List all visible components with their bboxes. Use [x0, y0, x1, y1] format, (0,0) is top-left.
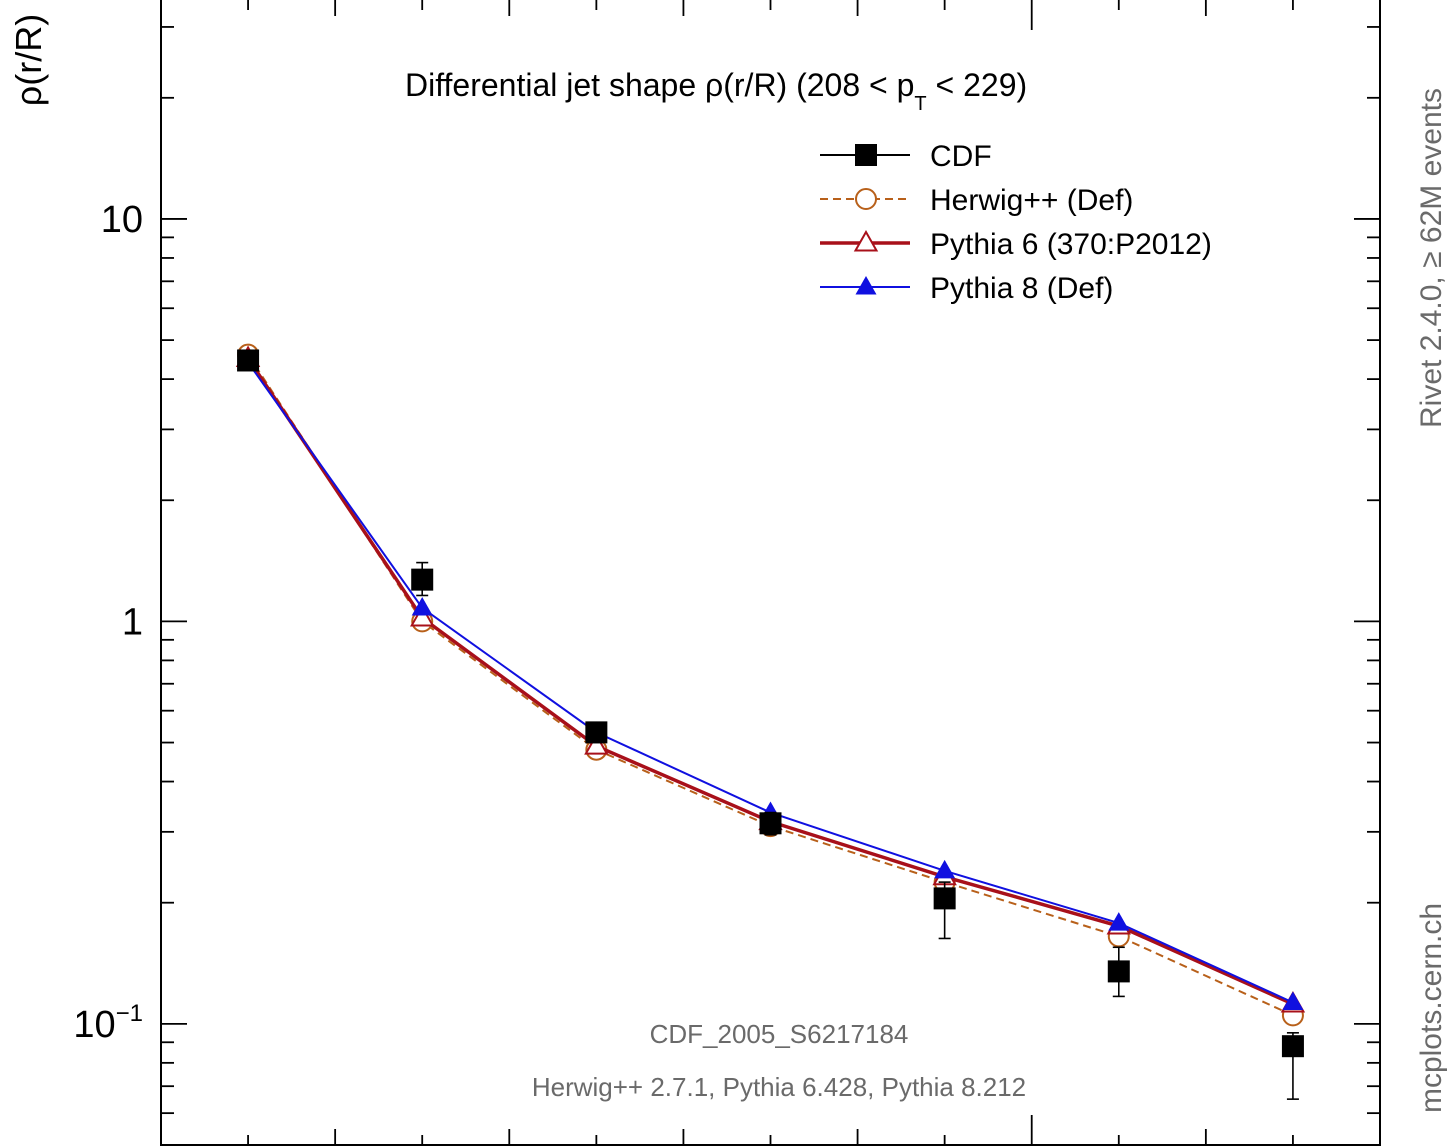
y-tick-label-mantissa: 10: [73, 1004, 115, 1046]
series-line: [247, 354, 1294, 1017]
y-tick-label: 10: [101, 199, 143, 241]
series-0: [237, 349, 1304, 1100]
series-line: [246, 357, 1294, 1006]
y-tick-label: 10−1: [73, 1000, 143, 1046]
chart-title-main: Differential jet shape ρ(r/R) (208 < p: [405, 67, 914, 103]
generator-versions-label: Herwig++ 2.7.1, Pythia 6.428, Pythia 8.2…: [532, 1072, 1026, 1102]
data-point: [934, 859, 956, 879]
chart-title-tail: < 229): [927, 67, 1028, 103]
legend-marker: [855, 188, 877, 210]
legend-item-2: Pythia 6 (370:P2012): [820, 228, 1212, 261]
data-point: [411, 596, 433, 616]
plot-border: [160, 0, 1381, 1146]
analysis-id-label: CDF_2005_S6217184: [650, 1019, 909, 1049]
legend-label: CDF: [930, 140, 992, 173]
data-point: [1107, 960, 1130, 983]
legend-label: Herwig++ (Def): [930, 184, 1133, 217]
series-2: [235, 345, 1306, 1013]
rivet-info-label: Rivet 2.4.0, ≥ 62M events: [1415, 88, 1448, 428]
series-line: [247, 361, 1294, 1004]
legend-marker: [855, 144, 877, 166]
data-point: [1281, 1035, 1304, 1058]
series-3: [237, 351, 1304, 1010]
data-point: [933, 887, 956, 910]
y-tick-label: 1: [122, 601, 143, 643]
data-point: [584, 733, 609, 755]
data-point: [409, 604, 435, 627]
data-point: [411, 568, 434, 591]
data-point: [759, 812, 782, 835]
legend: CDF Herwig++ (Def) Pythia 6 (370:P2012) Pyt…: [820, 140, 1212, 305]
data-point: [585, 721, 608, 744]
legend-marker: [855, 276, 877, 295]
legend-item-1: Herwig++ (Def): [820, 184, 1133, 217]
legend-label: Pythia 6 (370:P2012): [930, 228, 1212, 261]
mcplots-label: mcplots.cern.ch: [1415, 903, 1448, 1113]
data-point: [1108, 912, 1130, 931]
y-axis-label: ρ(r/R): [8, 14, 49, 106]
series-1: [237, 343, 1304, 1027]
legend-item-3: Pythia 8 (Def): [820, 272, 1113, 305]
legend-marker: [853, 229, 879, 252]
plot-frame: [160, 0, 1381, 1146]
axis-ticks: [160, 0, 1380, 1146]
series-layer: [235, 343, 1306, 1100]
y-tick-label-exponent: −1: [116, 1000, 143, 1027]
legend-label: Pythia 8 (Def): [930, 272, 1113, 305]
chart-title-sub: T: [914, 93, 926, 115]
data-point: [237, 349, 260, 372]
chart-title: Differential jet shape ρ(r/R) (208 < pT …: [405, 67, 1027, 115]
legend-item-0: CDF: [820, 140, 992, 173]
data-point: [1282, 991, 1304, 1010]
